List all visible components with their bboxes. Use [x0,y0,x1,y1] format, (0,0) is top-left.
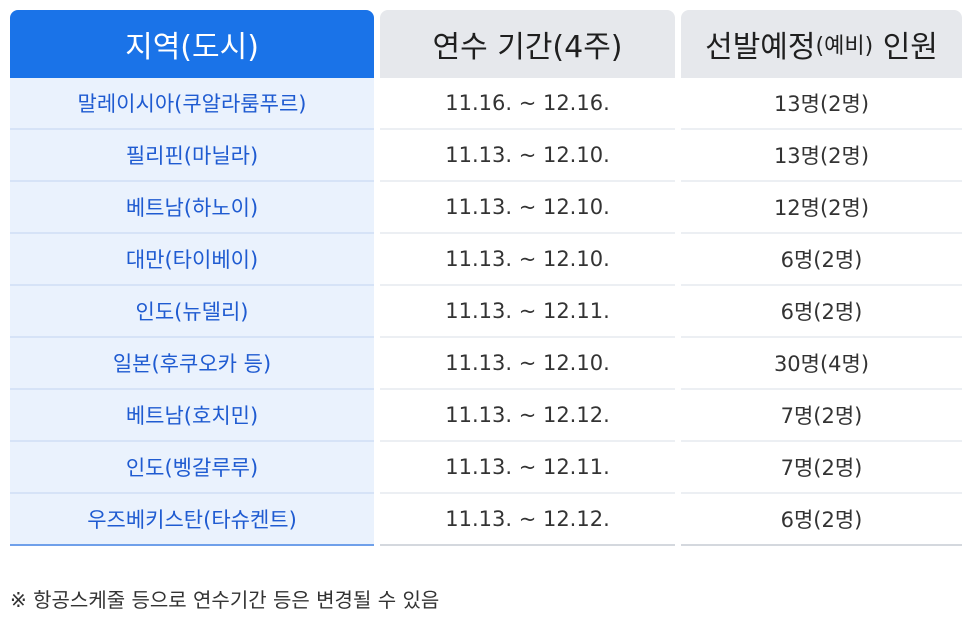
region-cell: 대만(타이베이) [10,234,374,286]
region-cell: 일본(후쿠오카 등) [10,338,374,390]
table-row: 베트남(하노이) 11.13. ~ 12.10. 12명(2명) [10,182,962,234]
count-cell: 6명(2명) [681,286,962,338]
header-count-main: 선발예정 [705,30,816,65]
header-period: 연수 기간(4주) [380,10,675,78]
header-count: 선발예정 (예비) 인원 [681,10,962,78]
period-cell: 11.13. ~ 12.10. [380,182,675,234]
table-row: 일본(후쿠오카 등) 11.13. ~ 12.10. 30명(4명) [10,338,962,390]
training-schedule-table: 지역(도시) 연수 기간(4주) 선발예정 (예비) 인원 말레이시아(쿠알라룸푸… [10,10,962,546]
table-header-row: 지역(도시) 연수 기간(4주) 선발예정 (예비) 인원 [10,10,962,78]
count-cell: 6명(2명) [681,494,962,546]
table-row: 대만(타이베이) 11.13. ~ 12.10. 6명(2명) [10,234,962,286]
region-cell: 베트남(호치민) [10,390,374,442]
region-cell: 필리핀(마닐라) [10,130,374,182]
region-cell: 베트남(하노이) [10,182,374,234]
region-cell: 우즈베키스탄(타슈켄트) [10,494,374,546]
count-cell: 12명(2명) [681,182,962,234]
header-count-tail: 인원 [873,30,938,65]
period-cell: 11.13. ~ 12.12. [380,494,675,546]
period-cell: 11.16. ~ 12.16. [380,78,675,130]
count-cell: 7명(2명) [681,442,962,494]
region-cell: 인도(뉴델리) [10,286,374,338]
count-cell: 13명(2명) [681,130,962,182]
count-cell: 6명(2명) [681,234,962,286]
table-row: 베트남(호치민) 11.13. ~ 12.12. 7명(2명) [10,390,962,442]
period-cell: 11.13. ~ 12.12. [380,390,675,442]
header-count-sub: (예비) [815,34,874,59]
table-row: 인도(뉴델리) 11.13. ~ 12.11. 6명(2명) [10,286,962,338]
table-body: 말레이시아(쿠알라룸푸르) 11.16. ~ 12.16. 13명(2명) 필리핀(마… [10,78,962,546]
table-row: 우즈베키스탄(타슈켄트) 11.13. ~ 12.12. 6명(2명) [10,494,962,546]
table-row: 말레이시아(쿠알라룸푸르) 11.16. ~ 12.16. 13명(2명) [10,78,962,130]
count-cell: 30명(4명) [681,338,962,390]
header-region: 지역(도시) [10,10,374,78]
footnote: ※ 항공스케줄 등으로 연수기간 등은 변경될 수 있음 [10,588,440,612]
region-cell: 인도(벵갈루루) [10,442,374,494]
period-cell: 11.13. ~ 12.11. [380,442,675,494]
period-cell: 11.13. ~ 12.11. [380,286,675,338]
count-cell: 13명(2명) [681,78,962,130]
period-cell: 11.13. ~ 12.10. [380,234,675,286]
table-row: 필리핀(마닐라) 11.13. ~ 12.10. 13명(2명) [10,130,962,182]
period-cell: 11.13. ~ 12.10. [380,130,675,182]
period-cell: 11.13. ~ 12.10. [380,338,675,390]
count-cell: 7명(2명) [681,390,962,442]
region-cell: 말레이시아(쿠알라룸푸르) [10,78,374,130]
table-row: 인도(벵갈루루) 11.13. ~ 12.11. 7명(2명) [10,442,962,494]
